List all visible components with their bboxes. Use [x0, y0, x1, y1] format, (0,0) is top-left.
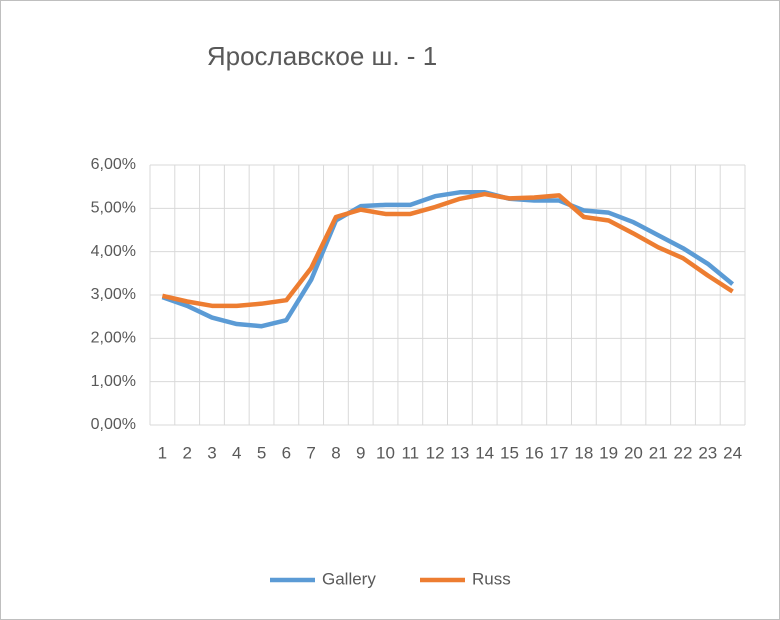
y-tick-label: 6,00% [91, 156, 136, 173]
legend-label: Russ [472, 569, 511, 588]
x-tick-label: 15 [500, 443, 519, 462]
x-tick-label: 19 [599, 443, 618, 462]
x-tick-label: 16 [525, 443, 544, 462]
x-tick-label: 24 [723, 443, 742, 462]
y-tick-label: 4,00% [91, 243, 136, 260]
x-tick-label: 10 [376, 443, 395, 462]
x-tick-label: 13 [450, 443, 469, 462]
x-tick-label: 23 [698, 443, 717, 462]
x-tick-label: 3 [207, 443, 216, 462]
x-tick-label: 12 [426, 443, 445, 462]
y-tick-label: 3,00% [91, 286, 136, 303]
y-tick-label: 5,00% [91, 200, 136, 217]
y-tick-label: 2,00% [91, 330, 136, 347]
data-line [161, 191, 734, 309]
x-tick-label: 20 [624, 443, 643, 462]
x-tick-label: 1 [158, 443, 167, 462]
x-tick-label: 17 [550, 443, 569, 462]
x-tick-label: 9 [356, 443, 365, 462]
x-tick-label: 18 [574, 443, 593, 462]
chart-title: Ярославское ш. - 1 [207, 41, 437, 71]
x-tick-label: 8 [331, 443, 340, 462]
x-tick-label: 22 [674, 443, 693, 462]
y-tick-label: 0,00% [91, 416, 136, 433]
y-tick-label: 1,00% [91, 373, 136, 390]
x-tick-label: 7 [306, 443, 315, 462]
x-tick-label: 21 [649, 443, 668, 462]
x-tick-label: 4 [232, 443, 241, 462]
x-tick-label: 14 [475, 443, 494, 462]
x-tick-label: 5 [257, 443, 266, 462]
data-line [161, 190, 735, 329]
legend-label: Gallery [322, 569, 376, 588]
x-tick-label: 2 [182, 443, 191, 462]
x-tick-label: 6 [282, 443, 291, 462]
x-tick-label: 11 [401, 443, 419, 462]
